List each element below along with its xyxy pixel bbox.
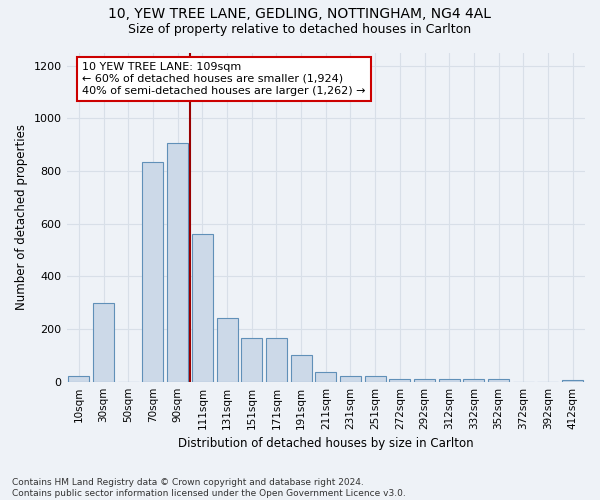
Text: 10 YEW TREE LANE: 109sqm
← 60% of detached houses are smaller (1,924)
40% of sem: 10 YEW TREE LANE: 109sqm ← 60% of detach… xyxy=(82,62,365,96)
Bar xyxy=(414,379,435,382)
Bar xyxy=(93,302,114,382)
Bar xyxy=(365,376,386,382)
Bar xyxy=(192,234,213,382)
Bar xyxy=(463,379,484,382)
Bar xyxy=(217,318,238,382)
Text: Size of property relative to detached houses in Carlton: Size of property relative to detached ho… xyxy=(128,22,472,36)
Text: Contains HM Land Registry data © Crown copyright and database right 2024.
Contai: Contains HM Land Registry data © Crown c… xyxy=(12,478,406,498)
Y-axis label: Number of detached properties: Number of detached properties xyxy=(15,124,28,310)
Bar xyxy=(389,379,410,382)
X-axis label: Distribution of detached houses by size in Carlton: Distribution of detached houses by size … xyxy=(178,437,473,450)
Text: 10, YEW TREE LANE, GEDLING, NOTTINGHAM, NG4 4AL: 10, YEW TREE LANE, GEDLING, NOTTINGHAM, … xyxy=(109,8,491,22)
Bar xyxy=(241,338,262,382)
Bar xyxy=(266,338,287,382)
Bar xyxy=(167,144,188,382)
Bar xyxy=(68,376,89,382)
Bar xyxy=(439,379,460,382)
Bar xyxy=(315,372,336,382)
Bar xyxy=(290,356,311,382)
Bar xyxy=(488,379,509,382)
Bar xyxy=(340,376,361,382)
Bar xyxy=(562,380,583,382)
Bar xyxy=(142,162,163,382)
